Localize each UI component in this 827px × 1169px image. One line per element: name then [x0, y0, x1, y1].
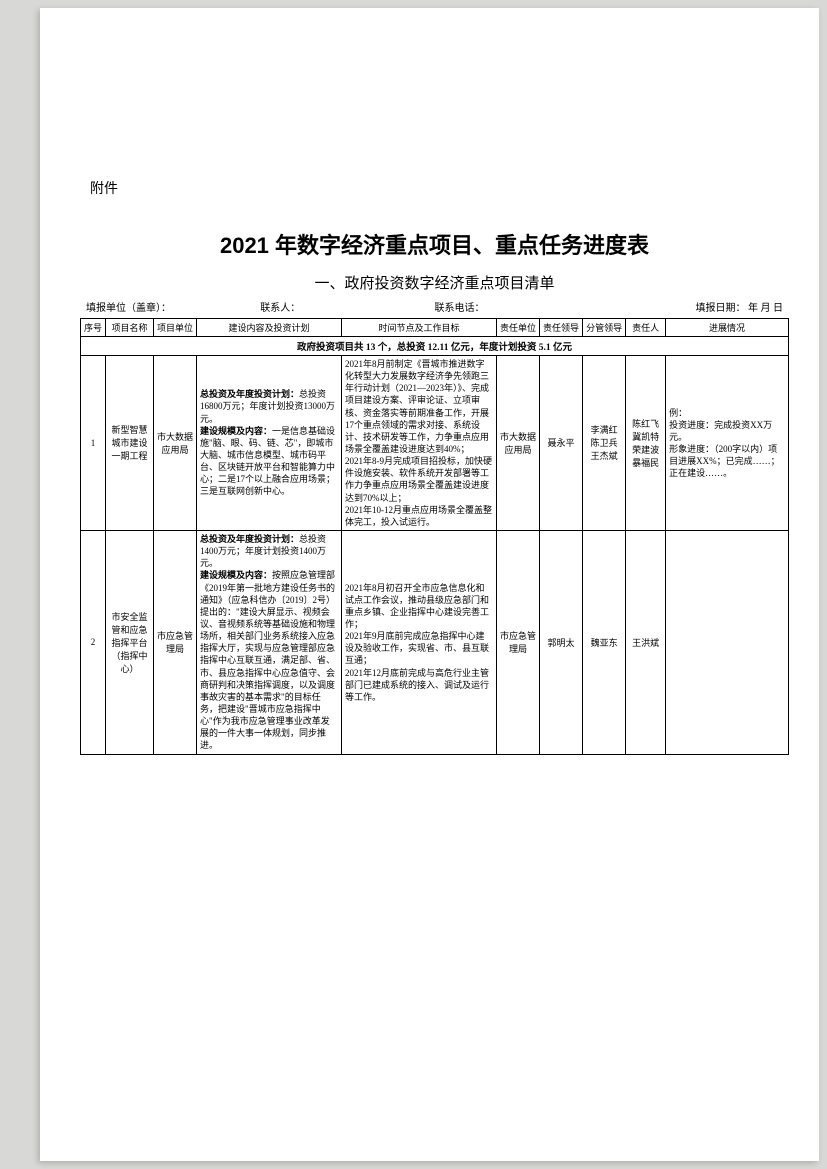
plan-label-1: 总投资及年度投资计划：: [200, 534, 299, 544]
header-resp-person: 责任人: [626, 319, 666, 337]
cell-plan: 总投资及年度投资计划：总投资16800万元；年度计划投资13000万元。建设规模…: [197, 356, 342, 531]
cell-resp-person: 陈红飞冀凯特荣建波暴福民: [626, 356, 666, 531]
header-resp-unit: 责任单位: [497, 319, 540, 337]
table-row: 2 市安全监管和应急指挥平台（指挥中心） 市应急管理局 总投资及年度投资计划：总…: [81, 530, 789, 754]
header-progress: 进展情况: [666, 319, 789, 337]
header-plan: 建设内容及投资计划: [197, 319, 342, 337]
table-header-row: 序号 项目名称 项目单位 建设内容及投资计划 时间节点及工作目标 责任单位 责任…: [81, 319, 789, 337]
cell-plan: 总投资及年度投资计划：总投资1400万元；年度计划投资1400万元。建设规模及内…: [197, 530, 342, 754]
header-project-name: 项目名称: [106, 319, 154, 337]
document-title: 2021 年数字经济重点项目、重点任务进度表: [80, 228, 789, 260]
cell-resp-lead: 郭明太: [540, 530, 583, 754]
project-table: 序号 项目名称 项目单位 建设内容及投资计划 时间节点及工作目标 责任单位 责任…: [80, 318, 789, 755]
report-unit-label: 填报单位（盖章）：: [86, 299, 260, 314]
cell-goal: 2021年8月初召开全市应急信息化和试点工作会议，推动县级应急部门和重点乡镇、企…: [342, 530, 497, 754]
cell-sub-lead: 李满红陈卫兵王杰斌: [583, 356, 626, 531]
header-project-unit: 项目单位: [154, 319, 197, 337]
plan-text-2: 按照应急管理部《2019年第一批地方建设任务书的通知》（应急科信办〔2019〕2…: [200, 570, 335, 750]
cell-sub-lead: 魏亚东: [583, 530, 626, 754]
cell-progress: 例：投资进度：完成投资XX万元。形象进度：（200字以内）项目进展XX%；已完成…: [666, 356, 789, 531]
attachment-label: 附件: [90, 178, 789, 198]
plan-label-2: 建设规模及内容：: [200, 570, 272, 580]
plan-text-2: 一是信息基础设施"脑、眼、码、链、芯"，即城市大脑、城市信息模型、城市码平台、区…: [200, 426, 335, 497]
cell-project-name: 市安全监管和应急指挥平台（指挥中心）: [106, 530, 154, 754]
cell-resp-person: 王洪斌: [626, 530, 666, 754]
plan-label-2: 建设规模及内容：: [200, 426, 272, 436]
cell-goal: 2021年8月前制定《晋城市推进数字化转型大力发展数字经济争先领跑三年行动计划（…: [342, 356, 497, 531]
page-container: 附件 2021 年数字经济重点项目、重点任务进度表 一、政府投资数字经济重点项目…: [40, 8, 819, 1161]
cell-resp-unit: 市大数据应用局: [497, 356, 540, 531]
header-sub-lead: 分管领导: [583, 319, 626, 337]
table-row: 1 新型智慧城市建设一期工程 市大数据应用局 总投资及年度投资计划：总投资168…: [81, 356, 789, 531]
report-date-label: 填报日期： 年 月 日: [609, 299, 783, 314]
cell-seq: 1: [81, 356, 106, 531]
cell-project-name: 新型智慧城市建设一期工程: [106, 356, 154, 531]
cell-seq: 2: [81, 530, 106, 754]
progress-label-3: 形象进度：: [669, 444, 714, 454]
header-resp-lead: 责任领导: [540, 319, 583, 337]
summary-text: 政府投资项目共 13 个，总投资 12.11 亿元，年度计划投资 5.1 亿元: [81, 337, 789, 356]
cell-project-unit: 市大数据应用局: [154, 356, 197, 531]
contact-phone-label: 联系电话：: [435, 299, 609, 314]
header-goal: 时间节点及工作目标: [342, 319, 497, 337]
progress-label-1: 例：: [669, 408, 687, 418]
plan-label-1: 总投资及年度投资计划：: [200, 389, 299, 399]
cell-resp-unit: 市应急管理局: [497, 530, 540, 754]
document-subtitle: 一、政府投资数字经济重点项目清单: [80, 272, 789, 293]
cell-resp-lead: 聂永平: [540, 356, 583, 531]
summary-row: 政府投资项目共 13 个，总投资 12.11 亿元，年度计划投资 5.1 亿元: [81, 337, 789, 356]
header-seq: 序号: [81, 319, 106, 337]
cell-progress: [666, 530, 789, 754]
meta-row: 填报单位（盖章）： 联系人： 联系电话： 填报日期： 年 月 日: [80, 299, 789, 314]
cell-project-unit: 市应急管理局: [154, 530, 197, 754]
contact-person-label: 联系人：: [260, 299, 434, 314]
progress-label-2: 投资进度：: [669, 420, 714, 430]
